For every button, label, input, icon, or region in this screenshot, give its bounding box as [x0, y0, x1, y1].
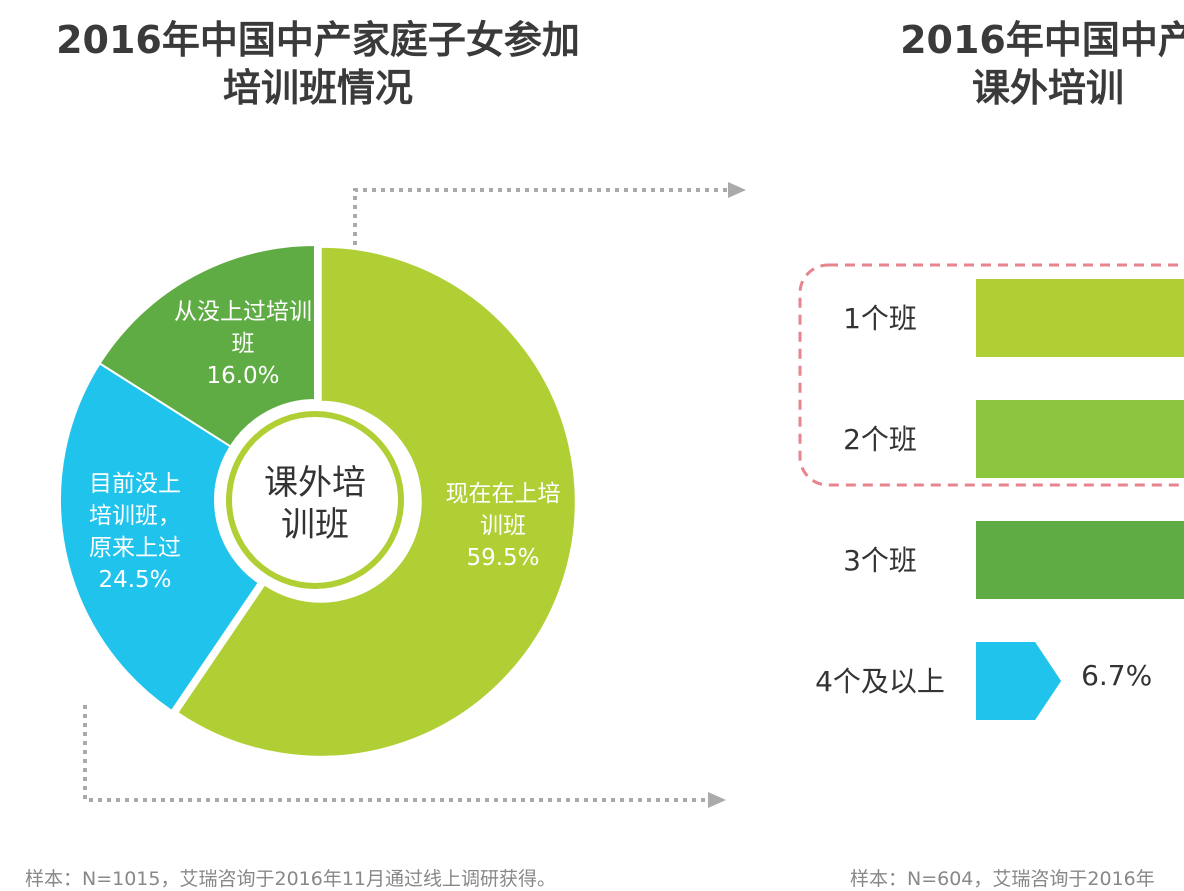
- title-line: 培训班情况: [222, 66, 413, 110]
- donut-slice: [98, 243, 316, 448]
- title-line: 2016年中国中产: [900, 18, 1184, 62]
- bar: [976, 642, 1062, 720]
- connector: [83, 188, 728, 802]
- slice-value-label: 16.0%: [206, 363, 280, 389]
- category-label: 4个及以上: [815, 665, 945, 698]
- title-line: 2016年中国中产家庭子女参加: [56, 18, 580, 62]
- category-label: 1个班: [843, 302, 917, 335]
- bar: [976, 521, 1184, 599]
- bar: [976, 279, 1184, 357]
- donut-slice: [59, 361, 261, 713]
- note: 样本：N=604，艾瑞咨询于2016年: [850, 868, 1155, 890]
- arrow-head: [728, 182, 746, 198]
- bar: [976, 400, 1184, 478]
- category-label: 2个班: [843, 423, 917, 456]
- arrow-head: [708, 792, 726, 808]
- highlight-box: [798, 263, 1184, 487]
- chart-title: 2016年中国中产家庭子女参加 培训班情况: [18, 16, 618, 112]
- note: 样本：N=1015，艾瑞咨询于2016年11月通过线上调研获得。: [25, 868, 557, 890]
- chart-title: 2016年中国中产 课外培训: [898, 16, 1184, 112]
- title-line: 课外培训: [971, 66, 1124, 110]
- center-ring: [226, 411, 404, 589]
- category-label: 3个班: [843, 544, 917, 577]
- donut-slice: [176, 245, 577, 758]
- slice-label: 现在在上培训班: [445, 481, 561, 539]
- slice-value-label: 59.5%: [466, 545, 540, 571]
- center-label: 课外培训班: [264, 463, 366, 545]
- slice-label: 从没上过培训班: [174, 299, 312, 357]
- slice-value-label: 24.5%: [98, 567, 172, 593]
- slice-label: 目前没上培训班，原来上过: [89, 471, 181, 561]
- value-label: 6.7%: [1081, 659, 1152, 692]
